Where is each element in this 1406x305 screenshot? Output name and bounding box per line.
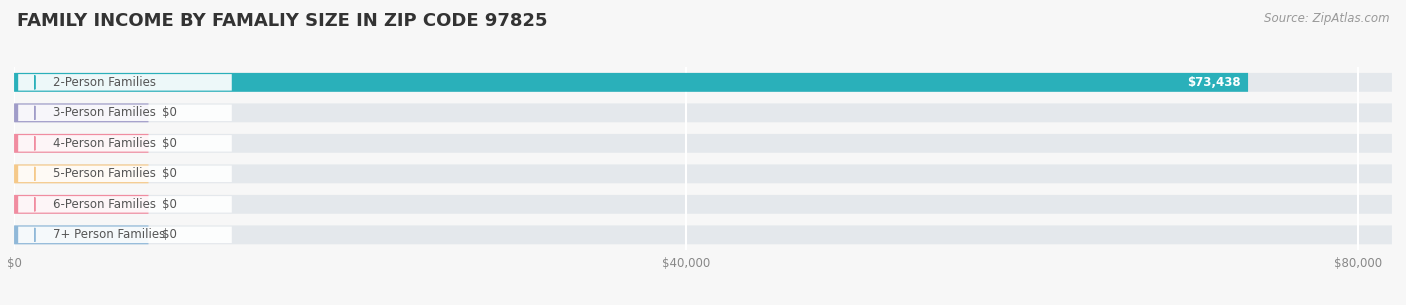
- FancyBboxPatch shape: [14, 195, 1392, 214]
- Text: 6-Person Families: 6-Person Families: [52, 198, 156, 211]
- Text: FAMILY INCOME BY FAMALIY SIZE IN ZIP CODE 97825: FAMILY INCOME BY FAMALIY SIZE IN ZIP COD…: [17, 12, 547, 30]
- Text: 7+ Person Families: 7+ Person Families: [52, 228, 165, 241]
- FancyBboxPatch shape: [14, 225, 1392, 244]
- Text: $0: $0: [162, 137, 177, 150]
- FancyBboxPatch shape: [18, 166, 232, 182]
- Text: $0: $0: [162, 167, 177, 180]
- Text: $73,438: $73,438: [1188, 76, 1241, 89]
- Text: $0: $0: [162, 106, 177, 119]
- Text: 5-Person Families: 5-Person Families: [52, 167, 156, 180]
- FancyBboxPatch shape: [14, 225, 149, 244]
- FancyBboxPatch shape: [14, 103, 1392, 122]
- FancyBboxPatch shape: [14, 73, 1249, 92]
- FancyBboxPatch shape: [18, 227, 232, 243]
- Text: 2-Person Families: 2-Person Families: [52, 76, 156, 89]
- Text: 4-Person Families: 4-Person Families: [52, 137, 156, 150]
- Text: Source: ZipAtlas.com: Source: ZipAtlas.com: [1264, 12, 1389, 25]
- FancyBboxPatch shape: [14, 73, 1392, 92]
- FancyBboxPatch shape: [14, 195, 149, 214]
- FancyBboxPatch shape: [18, 74, 232, 91]
- Text: $0: $0: [162, 228, 177, 241]
- FancyBboxPatch shape: [14, 103, 149, 122]
- FancyBboxPatch shape: [14, 164, 1392, 183]
- FancyBboxPatch shape: [14, 134, 149, 153]
- FancyBboxPatch shape: [18, 196, 232, 213]
- Text: $0: $0: [162, 198, 177, 211]
- FancyBboxPatch shape: [14, 134, 1392, 153]
- FancyBboxPatch shape: [18, 135, 232, 152]
- Text: 3-Person Families: 3-Person Families: [52, 106, 156, 119]
- FancyBboxPatch shape: [14, 164, 149, 183]
- FancyBboxPatch shape: [18, 105, 232, 121]
